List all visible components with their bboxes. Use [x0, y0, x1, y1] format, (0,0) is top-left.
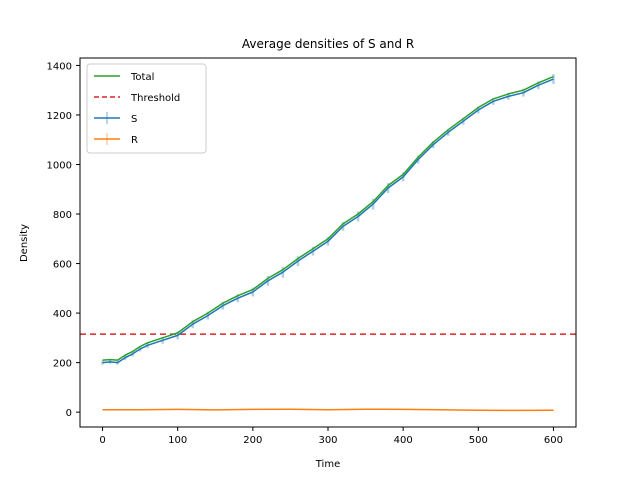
- y-tick-label: 600: [53, 260, 72, 271]
- legend-label-s: S: [131, 114, 137, 125]
- x-axis-label: Time: [315, 459, 340, 470]
- chart-title: Average densities of S and R: [242, 37, 414, 51]
- plot-area: [79, 57, 577, 428]
- y-axis-label: Density: [19, 224, 30, 262]
- legend-box: [86, 63, 207, 154]
- y-tick-label: 200: [53, 359, 72, 370]
- x-tick-label: 500: [469, 435, 488, 446]
- legend-label-total: Total: [130, 72, 154, 83]
- x-tick-label: 400: [394, 435, 413, 446]
- y-tick-label: 0: [66, 408, 72, 419]
- series-line-s: [102, 78, 554, 364]
- series-line-total: [102, 75, 554, 361]
- x-tick-label: 200: [243, 435, 262, 446]
- legend-label-r: R: [131, 135, 138, 146]
- y-tick-label: 1000: [47, 160, 72, 171]
- legend: Total Threshold S R: [86, 63, 207, 154]
- series-layer: [80, 74, 576, 412]
- legend-label-threshold: Threshold: [130, 93, 180, 104]
- y-tick-label: 1400: [47, 61, 72, 72]
- x-tick-label: 600: [544, 435, 563, 446]
- y-tick-label: 800: [53, 210, 72, 221]
- y-tick-label: 400: [53, 309, 72, 320]
- x-tick-label: 0: [99, 435, 105, 446]
- x-tick-label: 300: [318, 435, 337, 446]
- y-tick-label: 1200: [47, 111, 72, 122]
- y-axis-ticks: 0 200 400 600 800 1000 1200 1400: [47, 61, 80, 419]
- x-tick-label: 100: [168, 435, 187, 446]
- series-line-r: [102, 408, 554, 412]
- x-axis-ticks: 0 100 200 300 400 500 600: [99, 427, 563, 446]
